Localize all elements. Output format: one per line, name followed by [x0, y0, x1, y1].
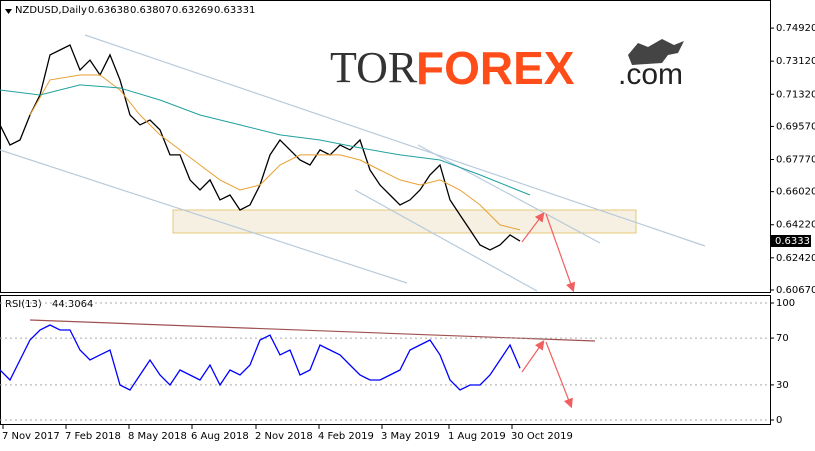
y-tick-label: 0.73120: [776, 56, 815, 67]
rsi-trendline: [29, 319, 596, 342]
series-line: [0, 84, 531, 196]
channel-lines: [0, 34, 706, 292]
x-tick-label: 8 May 2018: [128, 431, 187, 442]
y-tick-label: 100: [776, 298, 795, 309]
x-tick-label: 30 Oct 2019: [511, 431, 573, 442]
y-tick-label: 0.62420: [776, 253, 815, 264]
price-panel: [0, 0, 771, 293]
arrow: [521, 212, 545, 243]
channel-line: [417, 144, 601, 244]
x-tick-label: 7 Feb 2018: [65, 431, 121, 442]
rsi-value: 44.3064: [52, 299, 93, 310]
logo-bull: [628, 39, 684, 65]
y-tick-label: 0.71320: [776, 89, 815, 100]
arrow: [545, 213, 576, 293]
logo-part: FOREX: [416, 42, 575, 94]
channel-line: [0, 149, 408, 284]
x-tick-label: 2 Nov 2018: [255, 431, 313, 442]
y-tick-label: 0.66020: [776, 187, 815, 198]
rsi-panel: [0, 295, 771, 425]
channel-line: [84, 34, 706, 247]
channel-line: [354, 189, 538, 292]
x-tick-label: 3 May 2019: [381, 431, 440, 442]
y-tick-label: 30: [776, 380, 789, 391]
y-tick-label: 0.74920: [776, 23, 815, 34]
x-tick-label: 7 Nov 2017: [2, 431, 60, 442]
support-zone: [172, 209, 637, 234]
price-box: [771, 235, 811, 247]
series-line: [29, 74, 521, 231]
logo-part: TOR: [330, 43, 418, 92]
x-tick-label: 1 Aug 2019: [448, 431, 506, 442]
symbol-title: NZDUSD,Daily: [15, 5, 87, 16]
ohlc-label: 0.63331: [214, 5, 255, 16]
y-tick-label: 0.69570: [776, 121, 815, 132]
y-tick-label: 0.64220: [776, 220, 815, 231]
symbol-icon: [5, 9, 12, 14]
rsi-title: RSI(13): [5, 299, 42, 310]
price-box-label: 0.63331: [775, 236, 815, 247]
x-tick-label: 4 Feb 2019: [318, 431, 374, 442]
forecast-arrows: [521, 212, 576, 409]
ohlc-label: 0.63269: [172, 5, 213, 16]
series-line: [0, 324, 521, 391]
y-tick-label: 70: [776, 333, 789, 344]
ohlc-label: 0.63638: [88, 5, 129, 16]
x-tick-label: 6 Aug 2018: [191, 431, 249, 442]
y-tick-label: 0.60670: [776, 285, 815, 296]
arrow: [521, 340, 545, 373]
ohlc-label: 0.63807: [130, 5, 171, 16]
y-tick-label: 0.67770: [776, 154, 815, 165]
arrow: [545, 341, 573, 409]
y-tick-label: 0: [776, 415, 782, 426]
